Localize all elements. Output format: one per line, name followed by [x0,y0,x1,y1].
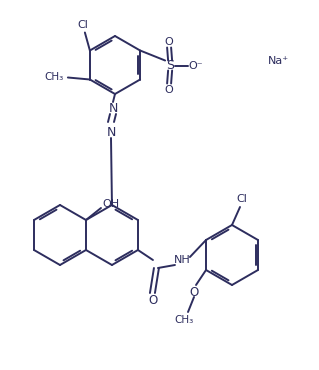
Text: OH: OH [102,199,120,209]
Text: O: O [189,286,199,299]
Text: N: N [106,125,116,138]
Text: CH₃: CH₃ [174,315,194,325]
Text: O: O [165,84,174,94]
Text: O: O [148,295,158,307]
Text: O⁻: O⁻ [189,61,204,71]
Text: Cl: Cl [237,194,248,204]
Text: Na⁺: Na⁺ [267,56,289,65]
Text: Cl: Cl [78,20,88,30]
Text: NH: NH [174,255,190,265]
Text: O: O [165,37,174,47]
Text: N: N [108,101,118,114]
Text: S: S [166,59,174,72]
Text: CH₃: CH₃ [44,71,63,81]
